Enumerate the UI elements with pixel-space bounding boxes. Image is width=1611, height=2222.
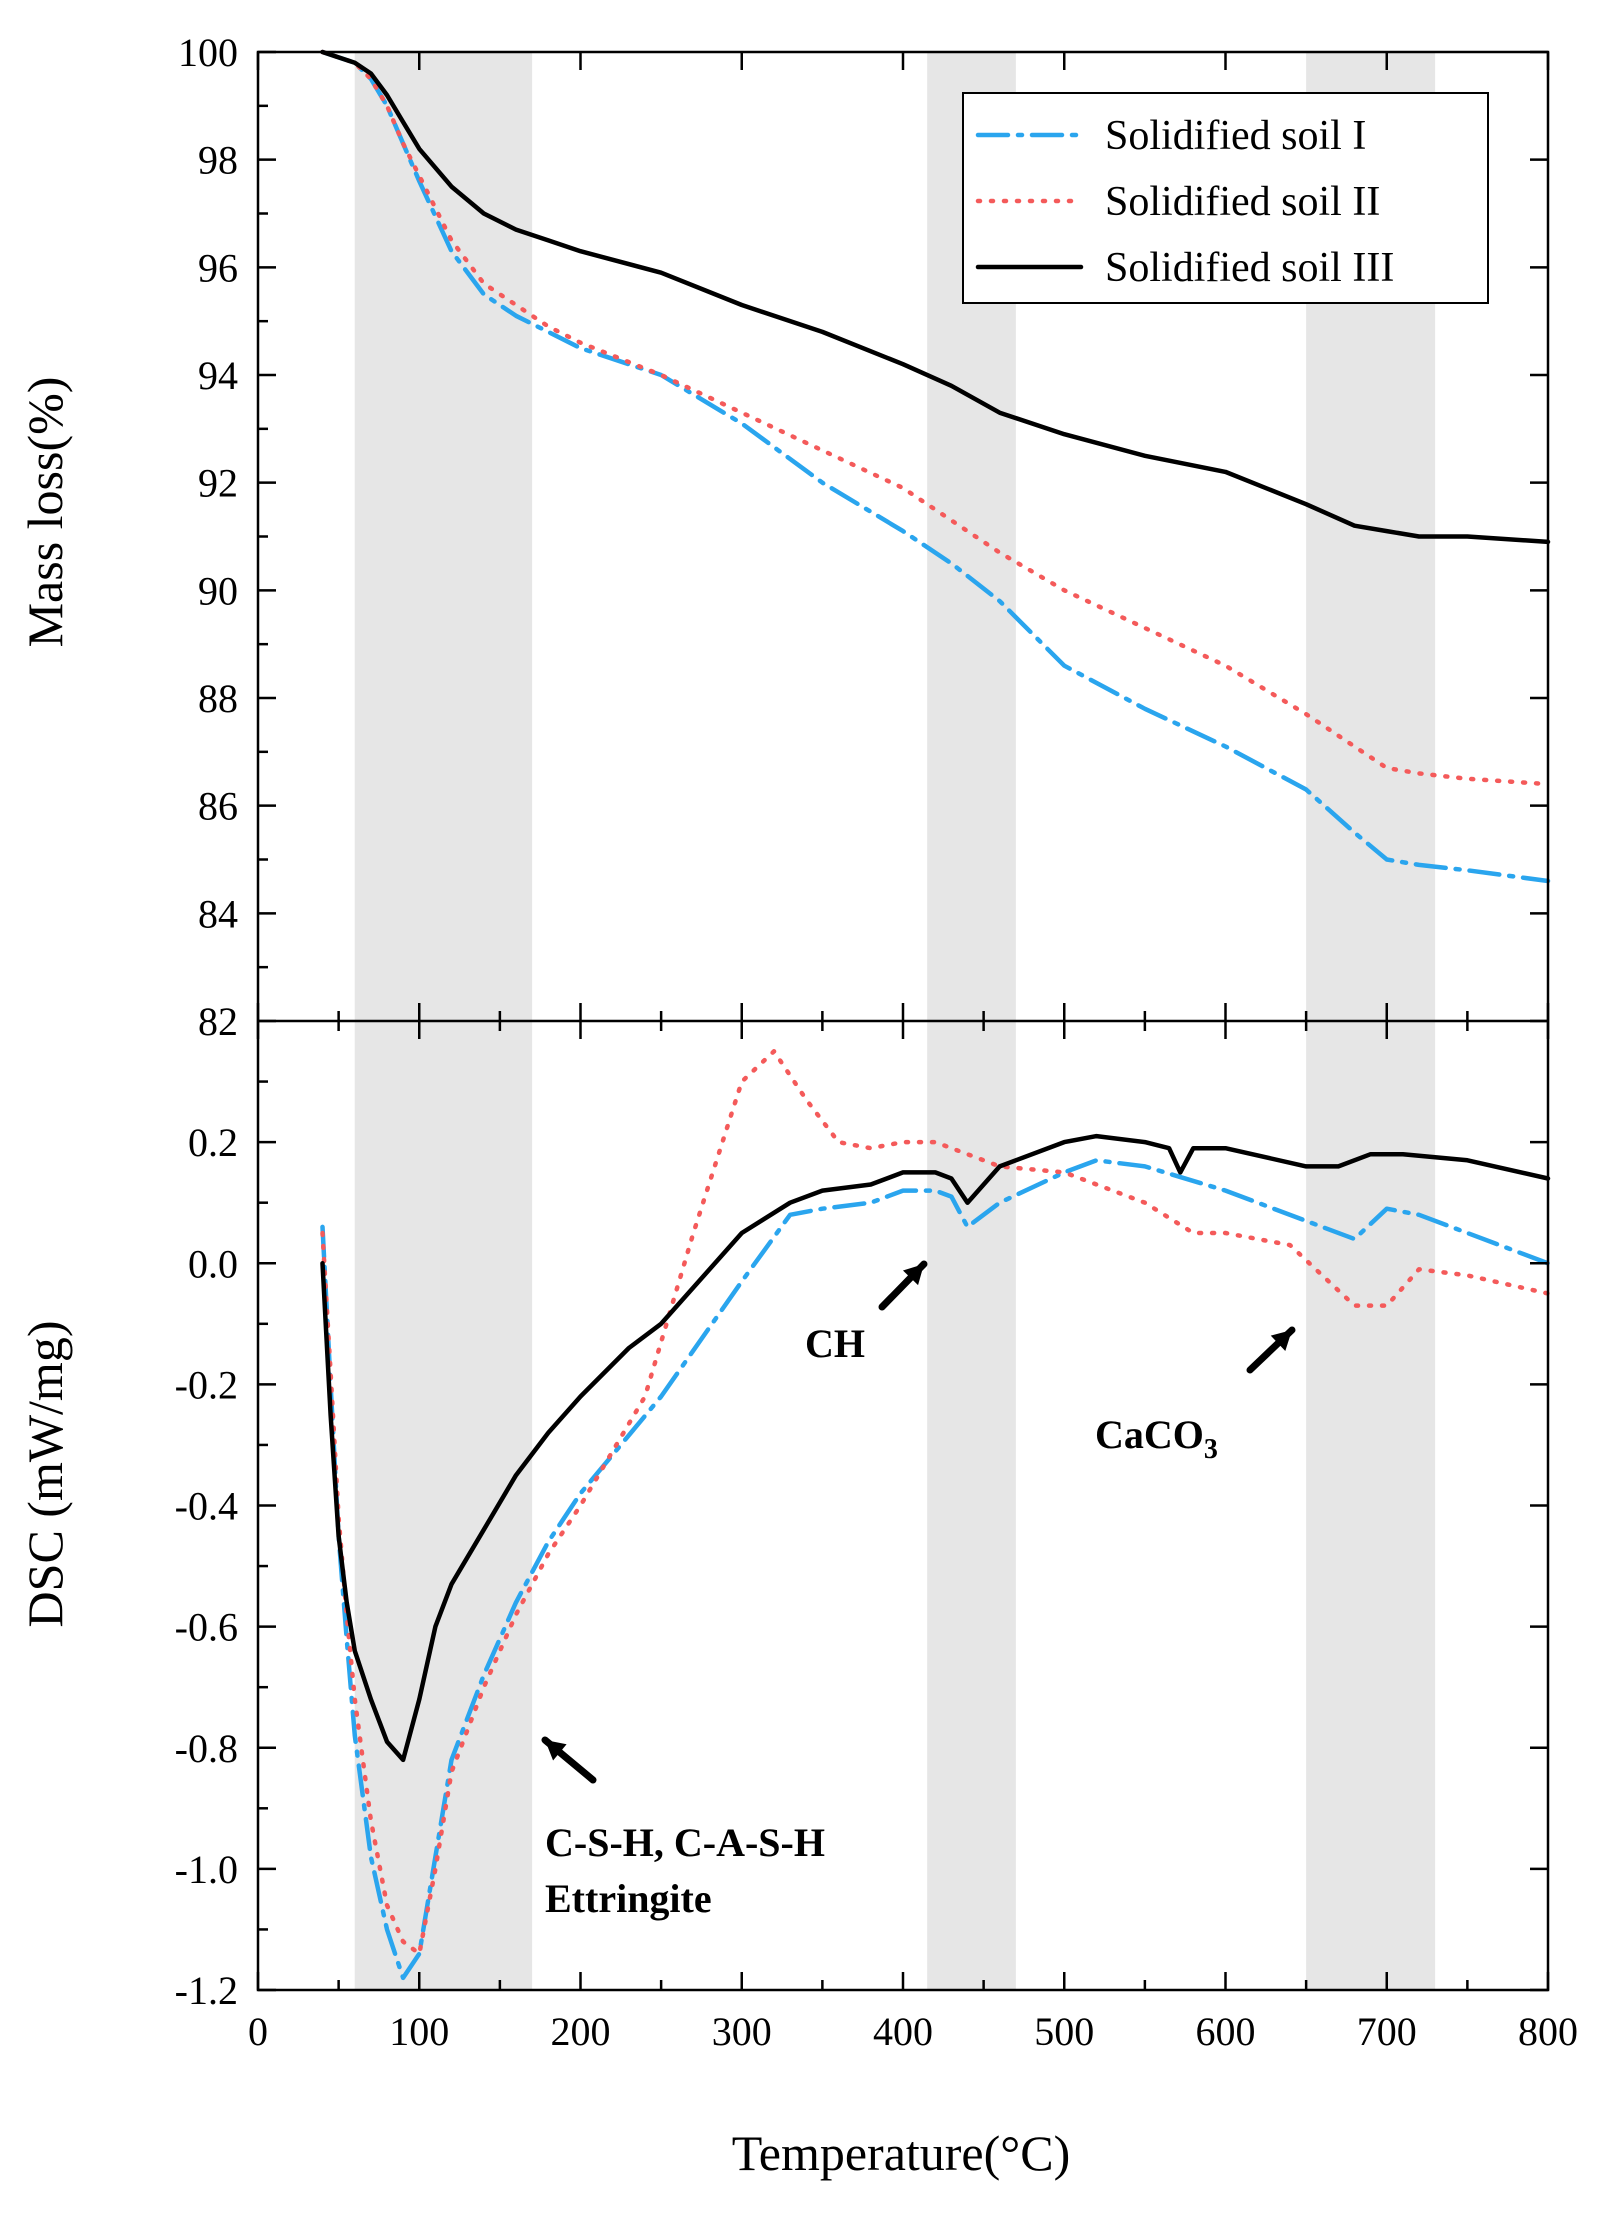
top-ytick-label: 88 bbox=[198, 676, 238, 721]
top-y-axis-title: Mass loss(%) bbox=[17, 377, 73, 648]
xtick-label: 600 bbox=[1196, 2009, 1256, 2054]
annotation-caco3: CaCO3 bbox=[1095, 1412, 1218, 1465]
xtick-label: 100 bbox=[389, 2009, 449, 2054]
top-ytick-label: 84 bbox=[198, 891, 238, 936]
axis-labels: Mass loss(%) DSC (mW/mg) Temperature(°C) bbox=[17, 377, 1070, 2181]
annotation-ch: CH bbox=[805, 1321, 865, 1366]
bottom-ytick-label: -0.2 bbox=[175, 1362, 238, 1407]
bottom-series-3 bbox=[320, 1133, 1551, 1763]
top-ytick-label: 90 bbox=[198, 568, 238, 613]
top-series-1 bbox=[320, 49, 1551, 884]
bottom-y-axis-title: DSC (mW/mg) bbox=[17, 1321, 73, 1628]
top-ytick-label: 94 bbox=[198, 353, 238, 398]
xtick-label: 800 bbox=[1518, 2009, 1578, 2054]
top-ytick-label: 92 bbox=[198, 461, 238, 506]
top-ytick-label: 86 bbox=[198, 784, 238, 829]
annotation-ettringite: Ettringite bbox=[545, 1876, 712, 1921]
axes: 82 84 86 88 90 92 94 96 98 100 -1.2 -1.0 -0.8 -0.6 -0.… bbox=[175, 30, 1578, 2054]
top-ytick-label: 82 bbox=[198, 999, 238, 1044]
bottom-ytick-label: -0.6 bbox=[175, 1605, 238, 1650]
bottom-ytick-label: 0.0 bbox=[188, 1241, 238, 1286]
series-layer bbox=[320, 49, 1551, 1981]
arrow-ch-head bbox=[902, 1264, 924, 1286]
bottom-ytick-label: -1.0 bbox=[175, 1847, 238, 1892]
legend-label-1: Solidified soil I bbox=[1105, 113, 1366, 159]
bottom-ytick-label: -1.2 bbox=[175, 1968, 238, 2013]
annotation-caco3-subscript: 3 bbox=[1204, 1434, 1218, 1465]
legend-label-2: Solidified soil II bbox=[1105, 179, 1380, 225]
legend: Solidified soil I Solidified soil II Solid… bbox=[962, 92, 1489, 304]
xtick-label: 700 bbox=[1357, 2009, 1417, 2054]
bottom-ytick-label: -0.8 bbox=[175, 1726, 238, 1771]
bottom-ytick-label: -0.4 bbox=[175, 1484, 238, 1529]
arrow-csh-head bbox=[545, 1740, 567, 1761]
annotation-csh: C-S-H, C-A-S-H bbox=[545, 1820, 825, 1865]
xtick-label: 300 bbox=[712, 2009, 772, 2054]
bottom-series-2 bbox=[320, 1049, 1551, 1956]
annotations: C-S-H, C-A-S-H Ettringite CH CaCO3 bbox=[541, 1260, 1296, 1921]
xtick-label: 0 bbox=[248, 2009, 268, 2054]
arrow-caco3-head bbox=[1270, 1330, 1292, 1351]
top-ytick-label: 98 bbox=[198, 138, 238, 183]
bottom-ytick-label: 0.2 bbox=[188, 1120, 238, 1165]
top-series-2 bbox=[320, 49, 1551, 787]
xtick-label: 400 bbox=[873, 2009, 933, 2054]
legend-label-3: Solidified soil III bbox=[1105, 245, 1394, 291]
x-axis-title: Temperature(°C) bbox=[732, 2125, 1071, 2181]
xtick-label: 500 bbox=[1034, 2009, 1094, 2054]
top-series-3 bbox=[320, 49, 1551, 545]
xtick-label: 200 bbox=[551, 2009, 611, 2054]
top-ytick-label: 96 bbox=[198, 245, 238, 290]
top-ytick-label: 100 bbox=[178, 30, 238, 75]
bottom-series-1 bbox=[320, 1158, 1551, 1981]
